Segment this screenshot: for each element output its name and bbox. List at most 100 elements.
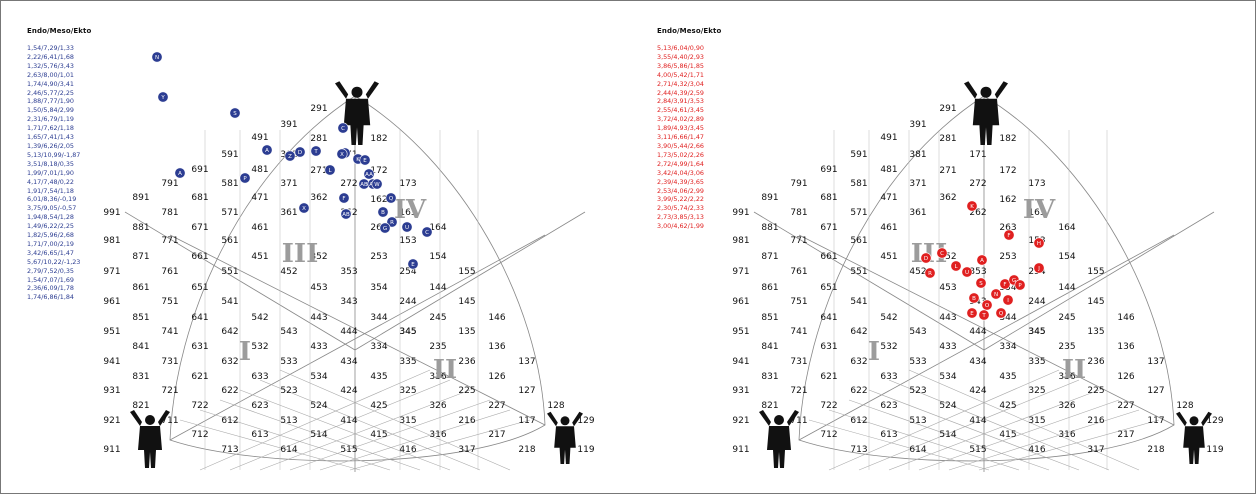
- grid-diagonal: [888, 379, 1110, 471]
- value-entry: 3,51/8,18/0,35: [27, 159, 74, 168]
- subject-marker: Z: [284, 150, 296, 162]
- grid-number: 144: [429, 283, 446, 293]
- grid-number: 524: [939, 401, 956, 411]
- grid-number: 461: [251, 223, 268, 233]
- value-entry: 2,63/8,00/1,01: [27, 70, 74, 79]
- marker-dot: [975, 277, 987, 289]
- value-entry: 1,73/5,02/2,26: [657, 150, 704, 159]
- grid-number: 217: [488, 430, 505, 440]
- value-entry: 3,42/4,04/3,06: [657, 168, 704, 177]
- grid-diagonal: [848, 399, 1050, 471]
- grid-number: 171: [969, 150, 986, 160]
- grid-number: 721: [790, 386, 807, 396]
- value-entry: 2,44/4,39/2,59: [657, 88, 704, 97]
- somatochart-left-panel: Endo/Meso/Ekto 1,54/7,29/1,33 2,22/6,41/1…: [0, 0, 629, 494]
- grid-diagonal: [868, 389, 1080, 471]
- grid-diagonal: [918, 399, 1120, 471]
- value-entry: 1,71/7,62/1,18: [27, 124, 74, 133]
- grid-number: 225: [1087, 386, 1104, 396]
- grid-number: 218: [518, 445, 535, 455]
- value-entry: 1,99/7,01/1,90: [27, 168, 74, 177]
- subject-marker: J: [1033, 262, 1045, 274]
- grid-number: 361: [909, 208, 926, 218]
- value-entry: 2,71/4,32/3,04: [657, 79, 704, 88]
- grid-number: 533: [909, 357, 926, 367]
- grid-diagonal: [199, 409, 391, 471]
- subject-marker: P: [239, 172, 251, 184]
- grid-number: 272: [969, 179, 986, 189]
- subject-marker: E: [359, 154, 371, 166]
- grid-number: 861: [132, 283, 149, 293]
- marker-dot: [298, 202, 310, 214]
- subject-marker: F: [338, 192, 350, 204]
- grid-number: 781: [790, 208, 807, 218]
- value-entry: 2,53/4,06/2,99: [657, 186, 704, 195]
- grid-number: 352: [310, 252, 327, 262]
- grid-number: 921: [732, 416, 749, 426]
- value-entry: 1,88/7,77/1,90: [27, 97, 74, 106]
- marker-dot: [294, 146, 306, 158]
- grid-lines: [753, 95, 1215, 472]
- grid-number: 316: [429, 430, 446, 440]
- grid-number: 271: [310, 166, 327, 176]
- marker-dot: [336, 148, 348, 160]
- grid-number: 621: [191, 372, 208, 382]
- grid-number: 631: [191, 342, 208, 352]
- grid-number: 155: [458, 267, 475, 277]
- grid-number: 451: [251, 252, 268, 262]
- grid-number: 416: [399, 445, 416, 455]
- endo-axis: [169, 234, 546, 441]
- grid-number: 534: [310, 372, 327, 382]
- value-entry: 3,00/4,62/1,99: [657, 222, 704, 231]
- grid-number: 371: [909, 179, 926, 189]
- marker-dot: [990, 288, 1002, 300]
- grid-number: 612: [850, 416, 867, 426]
- grid-number: 334: [370, 342, 387, 352]
- value-entry: 1,89/4,93/3,45: [657, 124, 704, 133]
- marker-label: A: [178, 171, 182, 177]
- marker-label: E: [970, 311, 974, 317]
- subject-marker: B: [377, 206, 389, 218]
- subject-marker: A: [976, 254, 988, 266]
- grid-number: 353: [340, 267, 357, 277]
- grid-number: 851: [761, 313, 778, 323]
- marker-label: B: [972, 296, 976, 302]
- grid-number: 515: [969, 445, 986, 455]
- grid-number: 119: [1206, 445, 1223, 455]
- grid-number: 263: [999, 223, 1016, 233]
- grid-number: 416: [1028, 445, 1045, 455]
- grid-number: 434: [969, 357, 986, 367]
- grid-number: 981: [103, 236, 120, 246]
- value-entry: 1,74/4,90/3,41: [27, 79, 74, 88]
- value-entry: 5,13/6,04/0,90: [657, 44, 704, 52]
- grid-number: 452: [280, 267, 297, 277]
- grid-number: 362: [939, 193, 956, 203]
- subject-marker: E: [966, 307, 978, 319]
- marker-label: K: [356, 157, 360, 163]
- grid-number: 281: [939, 134, 956, 144]
- marker-label: R: [928, 271, 932, 277]
- grid-number: 345: [1028, 327, 1045, 337]
- subject-marker: S: [975, 277, 987, 289]
- grid-number: 217: [1117, 430, 1134, 440]
- marker-dot: [961, 266, 973, 278]
- grid-number: 172: [370, 166, 387, 176]
- marker-dot: [174, 167, 186, 179]
- marker-dot: [1014, 279, 1026, 291]
- grid-number: 245: [429, 313, 446, 323]
- grid-diagonal: [948, 409, 1140, 471]
- subject-marker: X: [298, 202, 310, 214]
- grid-number: 145: [458, 297, 475, 307]
- grid-number: 871: [132, 252, 149, 262]
- grid-number: 721: [161, 386, 178, 396]
- grid-number: 542: [251, 313, 268, 323]
- right-values-list: 5,13/6,04/0,90 3,55/4,40/2,93 3,86/5,86/1,…: [657, 44, 704, 231]
- grid-number: 632: [221, 357, 238, 367]
- marker-label: T: [981, 313, 986, 319]
- grid-number: 381: [909, 150, 926, 160]
- subject-marker: D: [920, 252, 932, 264]
- grid-number: 951: [103, 327, 120, 337]
- marker-label: X: [340, 152, 344, 158]
- grid-number: 146: [1117, 313, 1134, 323]
- grid-number: 433: [939, 342, 956, 352]
